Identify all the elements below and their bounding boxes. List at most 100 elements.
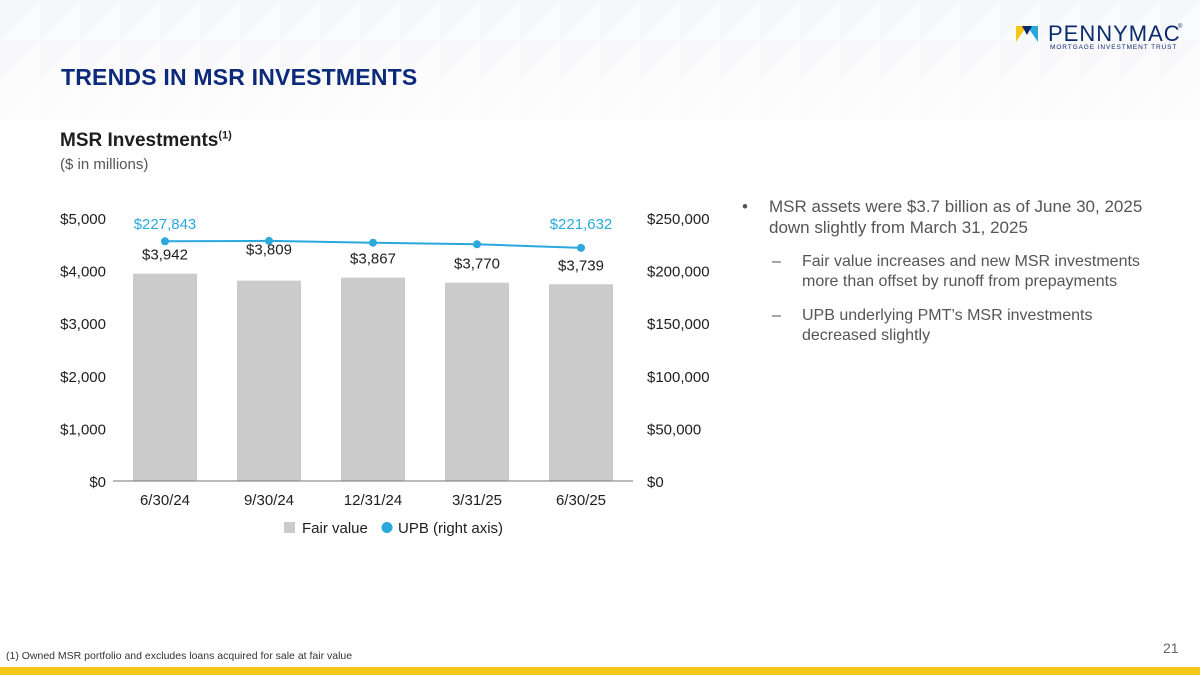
pattern-triangle bbox=[280, 40, 320, 80]
pattern-triangle bbox=[800, 40, 840, 80]
pattern-triangle bbox=[680, 0, 720, 40]
pattern-triangle bbox=[440, 80, 480, 120]
pattern-triangle bbox=[600, 0, 640, 40]
pattern-triangle bbox=[360, 40, 400, 80]
bar-data-label: $3,809 bbox=[246, 242, 292, 259]
pattern-triangle bbox=[160, 0, 200, 40]
upb-data-label: $227,843 bbox=[134, 216, 197, 233]
pattern-triangle bbox=[1160, 80, 1200, 120]
bullet-dash: – bbox=[772, 307, 781, 324]
pattern-triangle bbox=[0, 80, 40, 120]
pattern-triangle bbox=[480, 0, 520, 40]
pattern-triangle bbox=[1040, 40, 1080, 80]
upb-point bbox=[369, 238, 377, 247]
y-left-tick-label: $5,000 bbox=[60, 211, 106, 228]
pattern-triangle bbox=[40, 40, 80, 80]
y-left-tick-label: $3,000 bbox=[60, 316, 106, 333]
x-tick-label: 6/30/25 bbox=[556, 492, 606, 509]
pattern-triangle bbox=[400, 80, 440, 120]
pattern-triangle bbox=[320, 40, 360, 80]
pattern-triangle bbox=[600, 40, 640, 80]
pattern-triangle bbox=[320, 0, 360, 40]
pattern-triangle bbox=[280, 80, 320, 120]
pattern-triangle bbox=[600, 80, 640, 120]
pattern-triangle bbox=[960, 40, 1000, 80]
bar-data-label: $3,867 bbox=[350, 251, 396, 268]
page-number: 21 bbox=[1163, 640, 1179, 656]
pattern-triangle bbox=[400, 0, 440, 40]
bar-data-label: $3,739 bbox=[558, 257, 604, 274]
bar-fair-value bbox=[341, 277, 405, 481]
pattern-triangle bbox=[600, 80, 640, 120]
pattern-triangle bbox=[440, 40, 480, 80]
pattern-triangle bbox=[360, 80, 400, 120]
pattern-triangle bbox=[480, 80, 520, 120]
pattern-triangle bbox=[240, 40, 280, 80]
bar-fair-value bbox=[445, 282, 509, 481]
pattern-triangle bbox=[40, 0, 80, 40]
pennymac-logo: PENNYMAC ® MORTGAGE INVESTMENT TRUST bbox=[1016, 21, 1186, 64]
bullet-dash: – bbox=[772, 253, 781, 270]
pattern-triangle bbox=[240, 80, 280, 120]
pattern-triangle bbox=[720, 0, 760, 40]
section-title: MSR Investments(1) bbox=[60, 130, 232, 152]
pattern-triangle bbox=[0, 40, 40, 80]
pattern-triangle bbox=[480, 80, 520, 120]
y-right-tick-label: $50,000 bbox=[647, 421, 701, 438]
footer-accent-bar bbox=[0, 667, 1200, 675]
pattern-triangle bbox=[720, 0, 760, 40]
pattern-triangle bbox=[200, 80, 240, 120]
pattern-triangle bbox=[200, 0, 240, 40]
pattern-triangle bbox=[1120, 0, 1160, 40]
pattern-triangle bbox=[360, 80, 400, 120]
y-right-tick-label: $250,000 bbox=[647, 211, 710, 228]
pattern-triangle bbox=[0, 40, 40, 80]
pattern-triangle bbox=[1000, 40, 1040, 80]
pattern-triangle bbox=[840, 40, 880, 80]
pattern-triangle bbox=[560, 80, 600, 120]
y-right-tick-label: $100,000 bbox=[647, 369, 710, 386]
pattern-triangle bbox=[1160, 0, 1200, 40]
pattern-triangle bbox=[400, 40, 440, 80]
pattern-triangle bbox=[320, 80, 360, 120]
pattern-triangle bbox=[1160, 80, 1200, 120]
main-bullet: • MSR assets were $3.7 billion as of June… bbox=[732, 196, 1152, 238]
pattern-triangle bbox=[960, 80, 1000, 120]
pattern-triangle bbox=[560, 0, 600, 40]
pattern-triangle bbox=[1080, 0, 1120, 40]
pattern-triangle bbox=[640, 80, 680, 120]
units-label: ($ in millions) bbox=[60, 156, 149, 173]
pattern-triangle bbox=[960, 40, 1000, 80]
pattern-triangle bbox=[80, 40, 120, 80]
pattern-triangle bbox=[1160, 0, 1200, 40]
pattern-triangle bbox=[640, 80, 680, 120]
pattern-triangle bbox=[880, 0, 920, 40]
pattern-triangle bbox=[240, 0, 280, 40]
pattern-triangle bbox=[1000, 80, 1040, 120]
pattern-triangle bbox=[320, 0, 360, 40]
pattern-triangle bbox=[1120, 40, 1160, 80]
pattern-triangle bbox=[840, 0, 880, 40]
background-triangle-pattern bbox=[0, 0, 1200, 120]
pattern-triangle bbox=[760, 0, 800, 40]
pattern-triangle bbox=[760, 80, 800, 120]
pattern-triangle bbox=[640, 40, 680, 80]
page-title: TRENDS IN MSR INVESTMENTS bbox=[61, 64, 418, 90]
pattern-triangle bbox=[880, 80, 920, 120]
pattern-triangle bbox=[520, 0, 560, 40]
pattern-triangle bbox=[1040, 80, 1080, 120]
pattern-triangle bbox=[1120, 80, 1160, 120]
pattern-triangle bbox=[1120, 0, 1160, 40]
sub-bullet: – UPB underlying PMT’s MSR investments de… bbox=[732, 306, 1152, 346]
pattern-triangle bbox=[440, 40, 480, 80]
pattern-triangle bbox=[560, 40, 600, 80]
pattern-triangle bbox=[760, 40, 800, 80]
legend-label-upb: UPB (right axis) bbox=[398, 520, 503, 537]
pattern-triangle bbox=[880, 80, 920, 120]
pattern-triangle bbox=[80, 80, 120, 120]
pattern-triangle bbox=[640, 40, 680, 80]
y-right-tick-label: $200,000 bbox=[647, 264, 710, 281]
pattern-triangle bbox=[200, 0, 240, 40]
pattern-triangle bbox=[160, 80, 200, 120]
bar-data-label: $3,770 bbox=[454, 256, 500, 273]
